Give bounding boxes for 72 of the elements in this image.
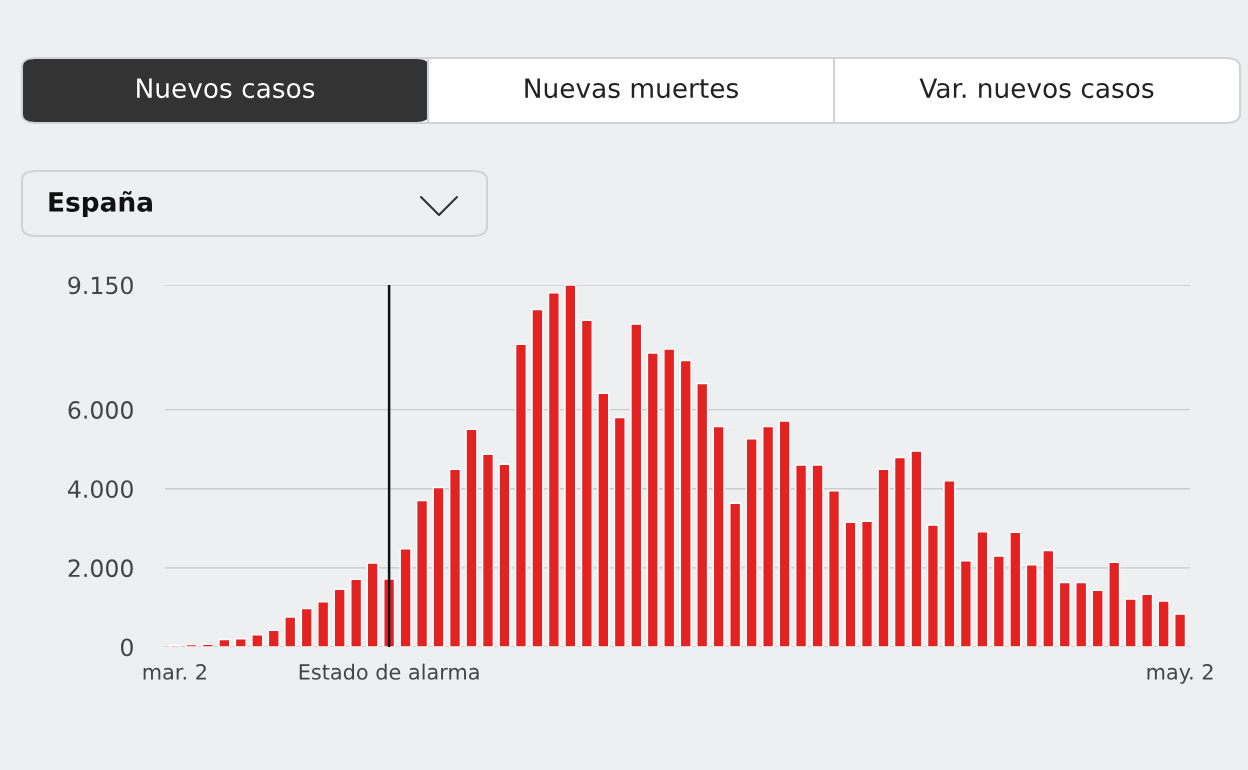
bar [877, 468, 890, 647]
y-tick-label: 9.150 [68, 276, 133, 295]
bar [267, 629, 280, 647]
bar [1025, 564, 1038, 647]
text: Nuevas muertes [525, 78, 738, 99]
bar [1091, 589, 1104, 647]
x-tick-label: may. 2 [1147, 664, 1213, 684]
bar [712, 425, 725, 647]
y-tick-label: 2.000 [68, 559, 133, 578]
bar [465, 428, 478, 647]
bar [762, 425, 775, 647]
bar [218, 638, 231, 647]
bar [729, 502, 742, 647]
bar [284, 616, 297, 647]
bar [251, 634, 264, 647]
bar [498, 463, 511, 647]
bar [481, 453, 495, 647]
text: España [49, 190, 152, 218]
bar [959, 560, 972, 647]
bar [201, 643, 214, 647]
bar [1042, 549, 1055, 647]
bar [564, 285, 577, 647]
bar [514, 343, 527, 647]
bar [234, 637, 247, 647]
bar [893, 456, 907, 647]
bar [333, 588, 346, 647]
bar [399, 548, 412, 647]
y-tick-label: 0 [120, 638, 133, 657]
bar [416, 499, 429, 647]
bar [1157, 600, 1170, 647]
bar [317, 601, 330, 647]
bar [811, 464, 824, 647]
bar [630, 323, 643, 647]
bar [366, 562, 379, 647]
text: Var. nuevos casos [919, 78, 1154, 99]
bar [1108, 561, 1121, 647]
bar [679, 359, 692, 647]
bar [943, 480, 956, 647]
bar [1075, 581, 1088, 647]
bar [828, 490, 841, 647]
bar [597, 392, 610, 647]
bar [696, 382, 709, 647]
bar [844, 521, 857, 647]
bar [1124, 598, 1137, 647]
bar [1174, 613, 1187, 647]
bar [976, 531, 989, 647]
bar [300, 607, 313, 647]
bar [745, 438, 758, 647]
bar [350, 578, 363, 647]
bar [795, 464, 808, 647]
bar [646, 352, 659, 647]
bar [1009, 531, 1022, 647]
bar [185, 643, 198, 647]
bar [613, 416, 626, 647]
bar [778, 420, 791, 647]
bar [910, 450, 923, 647]
bar [547, 292, 560, 647]
bar [992, 555, 1005, 647]
bar [448, 468, 462, 647]
bar [432, 486, 445, 647]
bar [1058, 581, 1071, 647]
bar [860, 520, 874, 647]
bar [926, 524, 939, 647]
text: Nuevos casos [137, 78, 315, 99]
bar [1141, 593, 1154, 647]
y-tick-label: 6.000 [68, 401, 133, 419]
x-tick-label: mar. 2 [143, 664, 206, 680]
bar [580, 319, 593, 647]
x-tick-label: Estado de alarma [299, 663, 479, 680]
bar [531, 308, 544, 647]
y-tick-label: 4.000 [68, 480, 133, 499]
bar [663, 348, 676, 647]
